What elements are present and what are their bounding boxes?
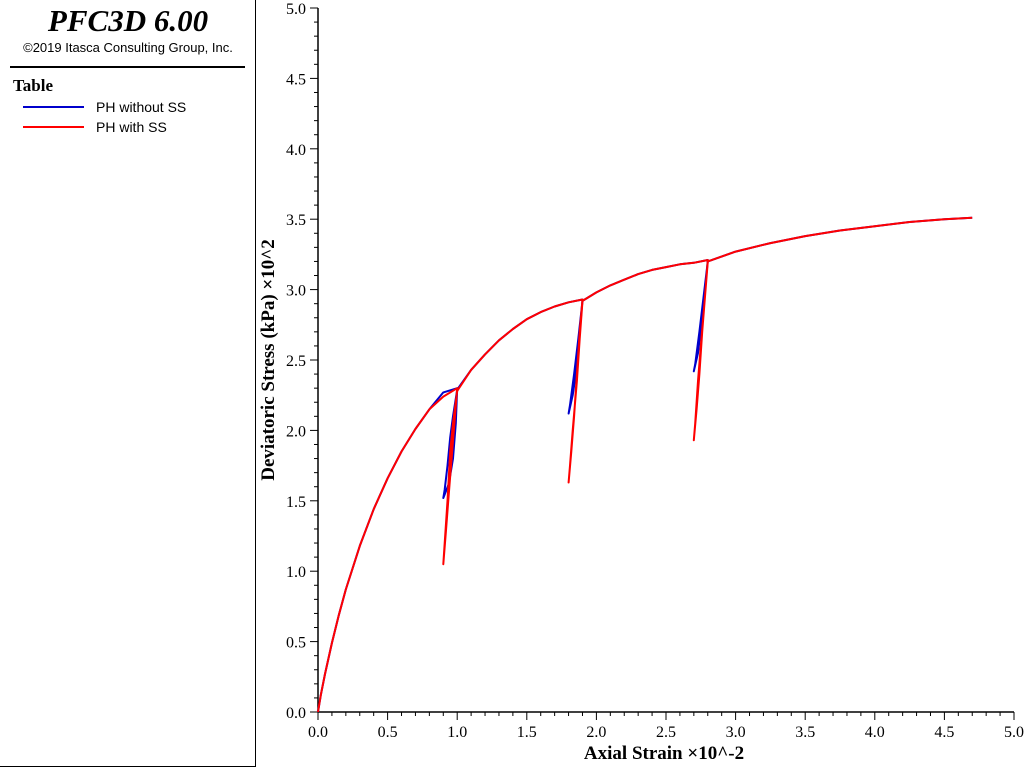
title-divider [10, 66, 245, 68]
legend-swatch-ph-with-ss [23, 126, 84, 128]
y-tick-label: 5.0 [286, 1, 306, 18]
y-tick-label: 4.5 [286, 71, 306, 88]
copyright-text: ©2019 Itasca Consulting Group, Inc. [23, 40, 233, 55]
x-tick-label: 5.0 [1004, 724, 1024, 741]
x-tick-label: 0.0 [308, 724, 328, 741]
legend-title: Table [13, 76, 54, 95]
y-tick-label: 1.5 [286, 494, 306, 511]
x-tick-label: 2.5 [656, 724, 676, 741]
y-axis-title: Deviatoric Stress (kPa) ×10^2 [258, 239, 279, 481]
series-line-ph-without-ss [317, 216, 973, 713]
legend-swatch-ph-without-ss [23, 106, 84, 108]
x-tick-label: 4.5 [934, 724, 954, 741]
y-tick-label: 2.0 [286, 423, 306, 440]
y-tick-label: 3.5 [286, 212, 306, 229]
legend-item-ph-without-ss: PH without SS [0, 98, 256, 116]
x-tick-label: 2.0 [586, 724, 606, 741]
x-tick-label: 1.0 [447, 724, 467, 741]
x-tick-label: 3.0 [726, 724, 746, 741]
y-tick-label: 0.5 [286, 635, 306, 652]
legend-panel: PFC3D 6.00 ©2019 Itasca Consulting Group… [0, 0, 256, 767]
y-tick-label: 3.0 [286, 283, 306, 300]
x-tick-label: 4.0 [865, 724, 885, 741]
x-tick-label: 1.5 [517, 724, 537, 741]
legend-label: PH with SS [96, 119, 167, 135]
app-title: PFC3D 6.00 [47, 3, 209, 38]
legend-item-ph-with-ss: PH with SS [0, 118, 256, 136]
series-line-ph-with-ss [317, 216, 973, 713]
x-axis-title: Axial Strain ×10^-2 [584, 743, 744, 764]
legend-label: PH without SS [96, 99, 187, 115]
y-tick-label: 0.0 [286, 705, 306, 722]
x-tick-label: 0.5 [378, 724, 398, 741]
y-tick-label: 2.5 [286, 353, 306, 370]
x-tick-label: 3.5 [795, 724, 815, 741]
y-tick-label: 4.0 [286, 142, 306, 159]
chart-plot: 0.0 0.5 1.0 1.5 2.0 2.5 3.0 3.5 4.0 4.5 5.0 0.0 0.5 1… [258, 1, 1024, 764]
y-tick-label: 1.0 [286, 564, 306, 581]
